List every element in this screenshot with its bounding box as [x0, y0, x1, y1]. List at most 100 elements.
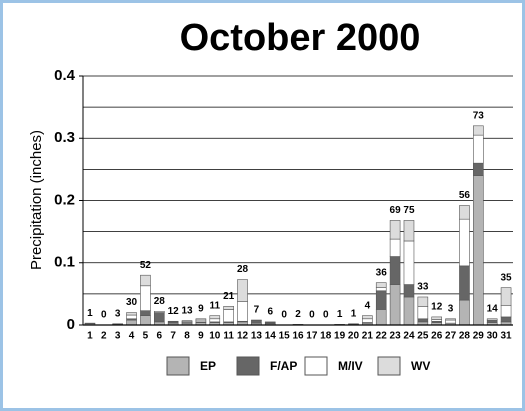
- bar-segment: [389, 238, 401, 257]
- bar-segment: [486, 318, 498, 321]
- bar-label: 7: [254, 305, 260, 316]
- bar-label: 36: [376, 267, 388, 278]
- x-tick-label: 7: [170, 331, 176, 342]
- bar-label: 3: [448, 303, 454, 314]
- x-tick-label: 11: [223, 331, 234, 342]
- bar-segment: [500, 316, 512, 323]
- bar-segment: [153, 312, 165, 323]
- x-tick-label: 5: [143, 331, 149, 342]
- x-tick-label: 23: [390, 331, 402, 342]
- bar-label: 1: [337, 309, 343, 320]
- bar-segment: [237, 279, 248, 302]
- y-tick-label: 0.2: [54, 191, 75, 208]
- x-tick-label: 13: [251, 331, 263, 342]
- bar-label: 3: [115, 308, 121, 319]
- x-tick-label: 1: [87, 331, 93, 342]
- bar-segment: [389, 256, 401, 285]
- x-tick-label: 17: [306, 331, 318, 342]
- y-tick-label: 0.4: [54, 67, 76, 84]
- x-tick-label: 21: [362, 331, 374, 342]
- bar-segment: [209, 318, 221, 323]
- legend-swatch: [236, 356, 260, 376]
- x-tick-label: 12: [237, 331, 249, 342]
- bar-segment: [195, 318, 207, 321]
- bar-segment: [84, 322, 96, 325]
- bar-segment: [362, 318, 373, 323]
- bar-segment: [126, 319, 137, 326]
- bar-label: 1: [87, 308, 93, 319]
- bar-segment: [237, 301, 248, 322]
- x-tick-label: 14: [265, 331, 277, 342]
- bar-segment: [403, 296, 415, 326]
- bar-label: 56: [459, 190, 471, 201]
- bar-label: 4: [365, 300, 371, 311]
- bar-label: 11: [209, 300, 220, 311]
- legend-label: WV: [411, 359, 430, 373]
- legend-label: M/IV: [338, 359, 363, 373]
- bar-segment: [500, 287, 512, 307]
- y-tick-label: 0.3: [54, 129, 75, 146]
- legend-swatch: [166, 356, 190, 376]
- bar-segment: [473, 125, 484, 136]
- bar-label: 0: [101, 310, 107, 321]
- legend-swatch: [304, 356, 328, 376]
- x-tick-label: 10: [209, 331, 221, 342]
- bar-segment: [417, 296, 429, 307]
- bar-segment: [348, 323, 359, 325]
- bar-label: 75: [403, 205, 415, 216]
- bar-segment: [126, 314, 137, 320]
- bar-segment: [126, 312, 137, 316]
- bar-segment: [140, 310, 151, 316]
- bar-segment: [375, 282, 387, 288]
- bar-label: 9: [198, 303, 204, 314]
- x-tick-label: 27: [445, 331, 457, 342]
- bar-segment: [140, 285, 151, 311]
- bar-segment: [223, 309, 234, 323]
- bar-segment: [473, 175, 484, 326]
- x-tick-label: 29: [473, 331, 485, 342]
- x-tick-label: 31: [501, 331, 513, 342]
- x-tick-label: 3: [115, 331, 121, 342]
- bar-segment: [431, 316, 443, 320]
- bar-label: 12: [431, 302, 443, 313]
- bar-segment: [459, 299, 470, 326]
- x-tick-label: 9: [198, 331, 204, 342]
- x-tick-label: 15: [279, 331, 291, 342]
- bar-label: 1: [351, 308, 357, 319]
- bar-segment: [112, 323, 123, 325]
- bar-segment: [140, 274, 151, 287]
- bar-segment: [389, 284, 401, 326]
- bar-label: 28: [154, 296, 166, 307]
- bar-label: 30: [126, 297, 138, 308]
- x-tick-label: 18: [320, 331, 332, 342]
- x-tick-label: 25: [417, 331, 429, 342]
- bar-segment: [362, 315, 373, 320]
- bar-label: 0: [281, 310, 287, 321]
- bar-segment: [500, 305, 512, 318]
- bar-label: 35: [501, 272, 513, 283]
- bar-segment: [403, 240, 415, 285]
- bar-label: 0: [323, 310, 329, 321]
- bar-segment: [264, 321, 276, 323]
- bar-segment: [445, 319, 456, 324]
- bar-segment: [153, 311, 165, 313]
- x-tick-label: 19: [334, 331, 346, 342]
- legend-label: F/AP: [270, 359, 297, 373]
- bar-segment: [486, 319, 498, 323]
- x-tick-label: 28: [459, 331, 471, 342]
- bar-segment: [251, 320, 262, 324]
- y-axis-label: Precipitation (inches): [28, 130, 45, 270]
- y-tick-label: 0.1: [54, 254, 75, 271]
- legend-label: EP: [200, 359, 216, 373]
- x-tick-label: 2: [101, 331, 107, 342]
- bar-segment: [417, 318, 429, 323]
- x-tick-label: 22: [376, 331, 388, 342]
- chart-title: October 2000: [180, 17, 421, 59]
- bar-segment: [445, 318, 456, 321]
- bar-segment: [417, 306, 429, 320]
- x-tick-label: 30: [487, 331, 499, 342]
- bar-label: 21: [223, 291, 235, 302]
- bar-segment: [403, 284, 415, 298]
- bar-label: 28: [237, 264, 249, 275]
